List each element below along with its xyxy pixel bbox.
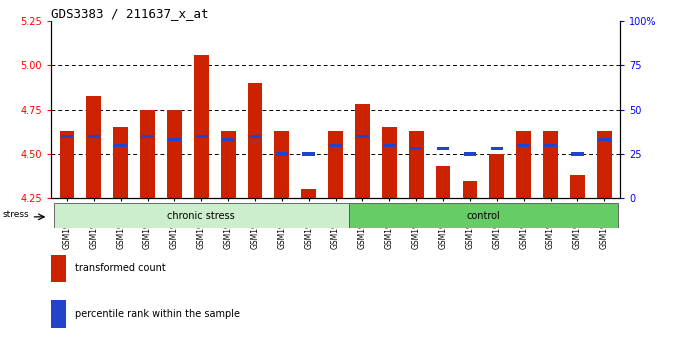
- Text: transformed count: transformed count: [75, 263, 166, 274]
- Bar: [194, 55, 209, 198]
- Bar: [410, 147, 422, 150]
- Bar: [51, 255, 66, 282]
- Text: chronic stress: chronic stress: [167, 211, 235, 221]
- Text: control: control: [466, 211, 500, 221]
- Bar: [462, 181, 477, 198]
- Bar: [543, 131, 558, 198]
- Bar: [51, 300, 66, 328]
- Bar: [328, 131, 343, 198]
- Bar: [598, 138, 610, 141]
- Text: stress: stress: [3, 210, 29, 219]
- Bar: [301, 189, 316, 198]
- Bar: [115, 144, 127, 147]
- Bar: [571, 153, 584, 156]
- Bar: [490, 154, 504, 198]
- Bar: [437, 147, 450, 150]
- Bar: [275, 153, 288, 156]
- Bar: [544, 144, 557, 147]
- Bar: [86, 96, 101, 198]
- Bar: [355, 104, 370, 198]
- Bar: [275, 131, 290, 198]
- Bar: [167, 110, 182, 198]
- Bar: [141, 135, 154, 138]
- Bar: [409, 131, 424, 198]
- Bar: [221, 131, 235, 198]
- Bar: [302, 153, 315, 156]
- Bar: [195, 135, 207, 138]
- Text: percentile rank within the sample: percentile rank within the sample: [75, 309, 240, 319]
- Bar: [382, 127, 397, 198]
- Text: GDS3383 / 211637_x_at: GDS3383 / 211637_x_at: [51, 7, 208, 20]
- Bar: [140, 110, 155, 198]
- Bar: [490, 147, 503, 150]
- Bar: [516, 131, 531, 198]
- Bar: [249, 135, 261, 138]
- Bar: [247, 83, 262, 198]
- Bar: [383, 144, 396, 147]
- Bar: [517, 144, 530, 147]
- Bar: [87, 135, 100, 138]
- Bar: [168, 138, 181, 141]
- Bar: [330, 144, 342, 147]
- Bar: [113, 127, 128, 198]
- Bar: [464, 153, 476, 156]
- Bar: [222, 138, 235, 141]
- Bar: [349, 203, 618, 228]
- Bar: [54, 203, 349, 228]
- Bar: [436, 166, 450, 198]
- Bar: [60, 131, 75, 198]
- Bar: [61, 135, 73, 138]
- Bar: [356, 135, 369, 138]
- Bar: [570, 175, 584, 198]
- Bar: [597, 131, 612, 198]
